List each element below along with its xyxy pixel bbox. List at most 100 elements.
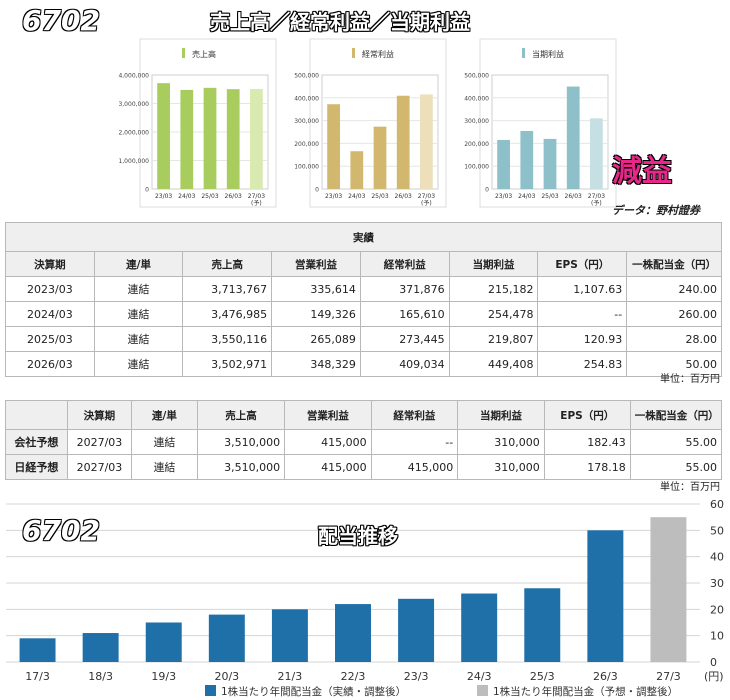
- bar: [350, 151, 364, 189]
- legend-swatch: [477, 685, 488, 696]
- legend-swatch: [352, 48, 355, 58]
- x-tick-label: 24/03: [178, 193, 195, 200]
- y-tick-label: 300,000: [294, 118, 319, 125]
- cell: 335,614: [271, 276, 361, 302]
- cell: 254.83: [537, 351, 628, 377]
- cell: 240.00: [626, 276, 722, 302]
- y-tick-label: 500,000: [294, 73, 319, 80]
- bar: [587, 530, 624, 662]
- mini-chart-title: 経常利益: [362, 49, 394, 59]
- mini-chart-title: 当期利益: [532, 49, 564, 59]
- forecast-table: 決算期 連/単 売上高 営業利益 経常利益 当期利益 EPS（円） 一株配当金（…: [5, 400, 723, 480]
- col-header: 連/単: [93, 251, 184, 277]
- x-tick-label: 27/03: [588, 193, 605, 200]
- bar: [271, 609, 308, 662]
- x-tick-label: 19/3: [151, 670, 176, 683]
- x-tick-label: 18/3: [88, 670, 113, 683]
- forecast-unit: 単位：百万円: [660, 482, 720, 493]
- col-header: 経常利益: [359, 251, 450, 277]
- y-tick-label: 2,000,000: [118, 130, 149, 137]
- legend-swatch: [182, 48, 185, 58]
- x-tick-sublabel: (予): [421, 199, 432, 207]
- cell: 3,510,000: [196, 429, 286, 455]
- x-tick-label: 26/03: [395, 193, 412, 200]
- x-tick-label: 26/3: [593, 670, 618, 683]
- table-row: 2023/03 連結 3,713,767 335,614 371,876 215…: [5, 276, 722, 302]
- col-header: 当期利益: [448, 251, 539, 277]
- y-tick-label: 0: [145, 187, 149, 194]
- x-tick-label: 23/03: [325, 193, 342, 200]
- col-header: 決算期: [66, 400, 133, 430]
- x-tick-label: 24/03: [348, 193, 365, 200]
- cell: 28.00: [626, 326, 722, 352]
- x-tick-label: 25/3: [530, 670, 555, 683]
- cell: 日経予想: [5, 454, 68, 480]
- col-header: 営業利益: [271, 251, 361, 277]
- x-tick-label: 25/03: [371, 193, 388, 200]
- cell: 2024/03: [5, 301, 95, 327]
- bar: [180, 89, 194, 189]
- col-header: [5, 400, 68, 430]
- bar: [250, 88, 263, 189]
- x-tick-label: 24/03: [518, 193, 535, 200]
- cell: 2027/03: [66, 454, 133, 480]
- cell: 219,807: [448, 326, 539, 352]
- legend-label: 1株当たり年間配当金（実績・調整後）: [221, 685, 406, 698]
- col-header: 決算期: [5, 251, 95, 277]
- cell: 55.00: [629, 454, 723, 480]
- cell: 会社予想: [5, 429, 68, 455]
- y-tick-label: 0: [315, 187, 319, 194]
- col-header: 営業利益: [284, 400, 372, 430]
- cell: 165,610: [359, 301, 450, 327]
- bar: [398, 598, 435, 662]
- bar: [327, 104, 340, 189]
- bar: [543, 138, 557, 189]
- cell: 371,876: [359, 276, 450, 302]
- cell: 310,000: [457, 429, 545, 455]
- cell: --: [537, 301, 628, 327]
- x-tick-label: 21/3: [278, 670, 303, 683]
- x-tick-label: 23/03: [155, 193, 172, 200]
- x-tick-label: 23/3: [404, 670, 429, 683]
- cell: 連結: [93, 301, 184, 327]
- cell: 260.00: [626, 301, 722, 327]
- bar: [497, 139, 510, 189]
- bar: [590, 118, 603, 189]
- mini-chart-frame: [139, 38, 277, 208]
- x-tick-label: 25/03: [201, 193, 218, 200]
- x-tick-label: 27/3: [656, 670, 681, 683]
- table-row: 2024/03 連結 3,476,985 149,326 165,610 254…: [5, 301, 722, 327]
- cell: 415,000: [284, 454, 372, 480]
- y-tick-label: 400,000: [294, 95, 319, 102]
- y-tick-label: 50: [710, 524, 724, 537]
- col-header: 一株配当金（円）: [629, 400, 723, 430]
- y-tick-label: 500,000: [464, 73, 489, 80]
- actuals-table: 実績 決算期 連/単 売上高 営業利益 経常利益 当期利益 EPS（円） 一株配…: [5, 222, 722, 377]
- cell: 連結: [93, 326, 184, 352]
- legend-swatch: [522, 48, 525, 58]
- actuals-unit: 単位：百万円: [660, 374, 720, 385]
- cell: 415,000: [370, 454, 459, 480]
- cell: 3,713,767: [182, 276, 273, 302]
- x-tick-label: 22/3: [341, 670, 366, 683]
- legend-swatch: [205, 685, 216, 696]
- cell: 182.43: [543, 429, 631, 455]
- actuals-group-header: 実績: [5, 222, 722, 252]
- stock-code: 6702: [21, 3, 100, 37]
- x-tick-label: 26/03: [565, 193, 582, 200]
- table-row: 会社予想 2027/03 連結 3,510,000 415,000 -- 310…: [5, 429, 723, 455]
- col-header: 当期利益: [457, 400, 545, 430]
- bar: [208, 614, 245, 662]
- cell: 連結: [131, 454, 198, 480]
- col-header: 売上高: [196, 400, 286, 430]
- y-tick-label: 200,000: [294, 141, 319, 148]
- y-tick-label: 0: [710, 656, 717, 669]
- bar: [650, 517, 687, 662]
- cell: 265,089: [271, 326, 361, 352]
- cell: 409,034: [359, 351, 450, 377]
- cell: 2025/03: [5, 326, 95, 352]
- y-tick-label: 0: [485, 187, 489, 194]
- table-row: 日経予想 2027/03 連結 3,510,000 415,000 415,00…: [5, 454, 723, 480]
- y-tick-label: 1,000,000: [118, 158, 149, 165]
- verdict-label: 減益: [612, 154, 672, 189]
